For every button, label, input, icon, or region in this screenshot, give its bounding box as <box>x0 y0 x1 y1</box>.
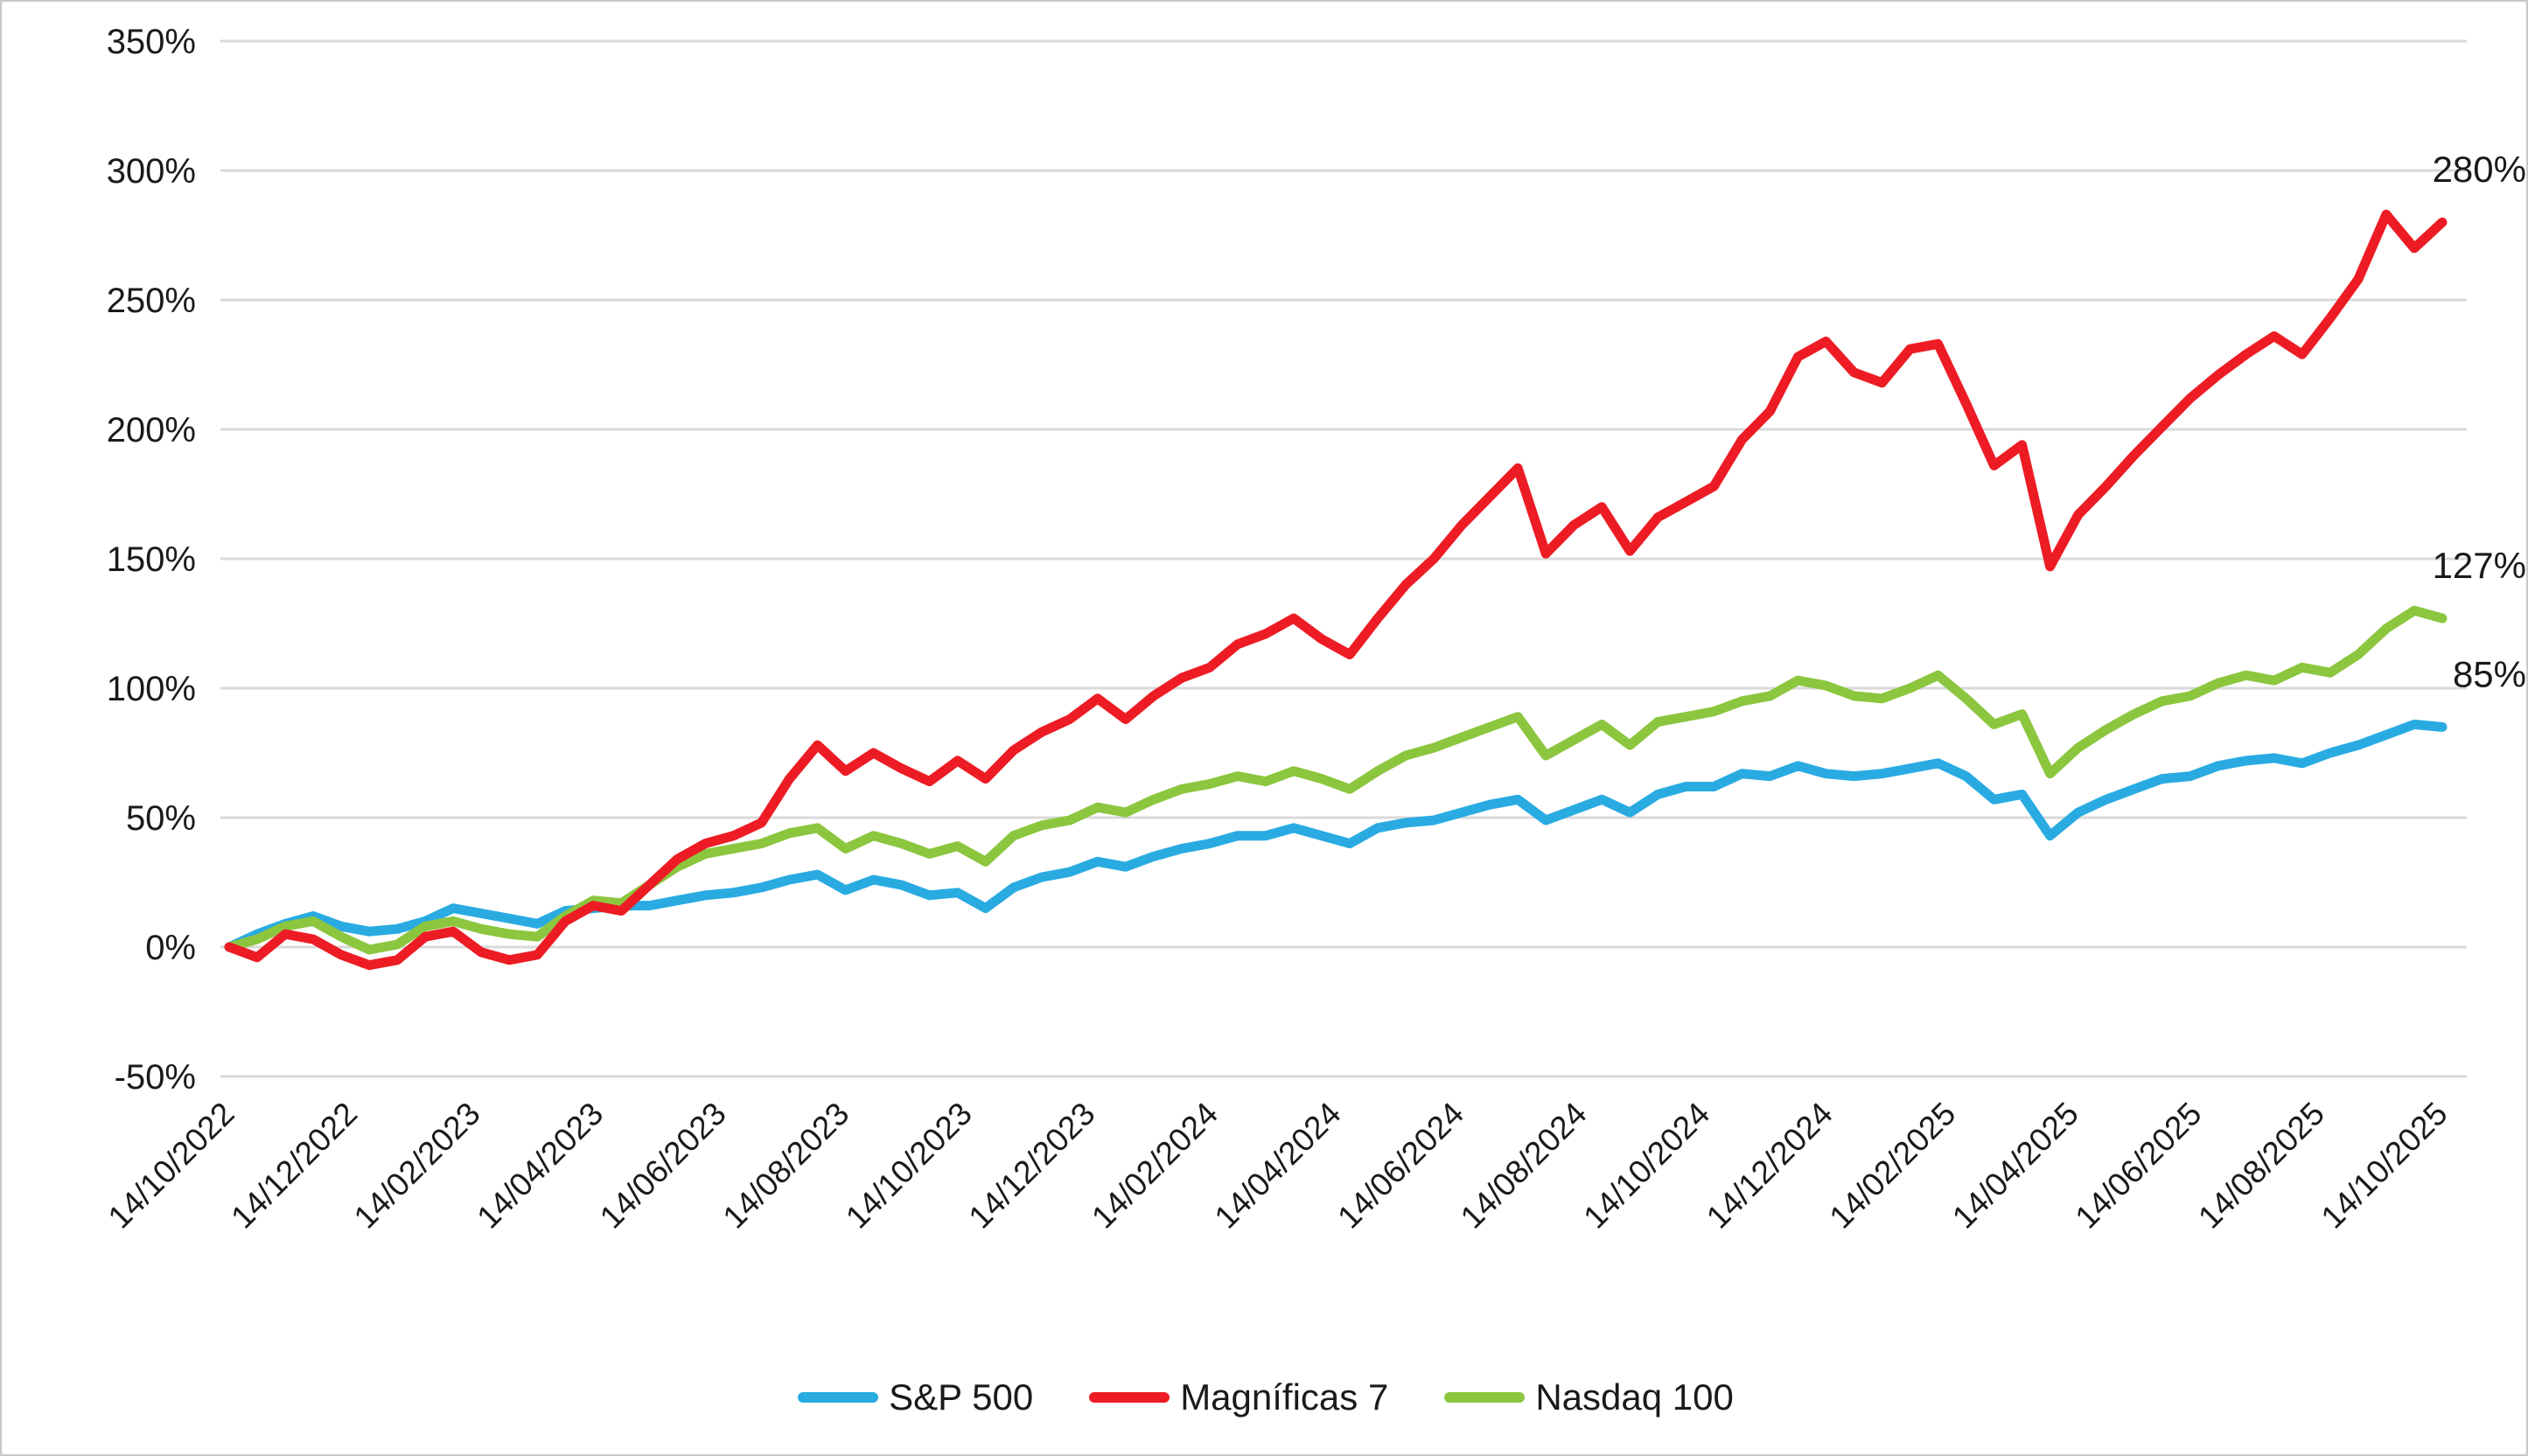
x-axis-tick-label: 14/10/2024 <box>1576 1096 1716 1236</box>
y-axis-tick-label: 100% <box>107 670 196 708</box>
y-axis-tick-label: -50% <box>115 1058 196 1097</box>
legend: S&P 500 Magníficas 7 Nasdaq 100 <box>2 1376 2526 1418</box>
y-axis-tick-label: 250% <box>107 282 196 320</box>
legend-item-sp500: S&P 500 <box>798 1376 1033 1418</box>
x-axis-tick-label: 14/08/2024 <box>1454 1096 1594 1236</box>
y-axis-tick-label: 300% <box>107 152 196 191</box>
series-line-nasdaq100 <box>224 605 2448 955</box>
x-axis-tick-label: 14/12/2022 <box>224 1096 364 1236</box>
x-axis-tick-label: 14/10/2022 <box>101 1096 241 1236</box>
x-axis-tick-label: 14/08/2025 <box>2191 1096 2331 1236</box>
legend-label-nasdaq100: Nasdaq 100 <box>1535 1376 1734 1418</box>
y-axis-tick-label: 0% <box>145 929 196 967</box>
y-axis-tick-label: 150% <box>107 540 196 579</box>
series-end-label-sp500: 85% <box>2453 653 2526 694</box>
x-axis-tick-label: 14/04/2023 <box>470 1096 610 1236</box>
x-axis-tick-label: 14/12/2023 <box>962 1096 1102 1236</box>
x-axis-tick-label: 14/08/2023 <box>716 1096 855 1236</box>
x-axis-tick-label: 14/02/2024 <box>1085 1096 1225 1236</box>
series-line-magnificas7 <box>224 209 2448 971</box>
x-axis-tick-label: 14/04/2024 <box>1208 1096 1348 1236</box>
series-end-label-nasdaq100: 127% <box>2433 545 2526 586</box>
x-axis-tick-label: 14/02/2023 <box>347 1096 487 1236</box>
x-axis-tick-label: 14/06/2024 <box>1330 1096 1470 1236</box>
x-axis-tick-label: 14/04/2025 <box>1945 1096 2085 1236</box>
x-axis-tick-label: 14/10/2025 <box>2315 1096 2455 1236</box>
legend-item-nasdaq100: Nasdaq 100 <box>1444 1376 1734 1418</box>
legend-label-magnificas7: Magníficas 7 <box>1180 1376 1389 1418</box>
legend-swatch-sp500 <box>798 1392 879 1403</box>
y-axis-tick-label: 200% <box>107 411 196 449</box>
series-end-label-magnificas7: 280% <box>2433 149 2526 190</box>
y-axis-tick-label: 50% <box>126 799 196 838</box>
legend-swatch-magnificas7 <box>1089 1392 1170 1403</box>
x-axis-tick-label: 14/06/2023 <box>593 1096 733 1236</box>
x-axis-tick-label: 14/12/2024 <box>1700 1096 1840 1236</box>
legend-item-magnificas7: Magníficas 7 <box>1089 1376 1388 1418</box>
x-axis-tick-label: 14/02/2025 <box>1822 1096 1962 1236</box>
legend-swatch-nasdaq100 <box>1444 1392 1526 1403</box>
x-axis-tick-label: 14/10/2023 <box>839 1096 979 1236</box>
y-axis-tick-label: 350% <box>107 23 196 61</box>
legend-label-sp500: S&P 500 <box>889 1376 1034 1418</box>
x-axis-tick-label: 14/06/2025 <box>2069 1096 2209 1236</box>
